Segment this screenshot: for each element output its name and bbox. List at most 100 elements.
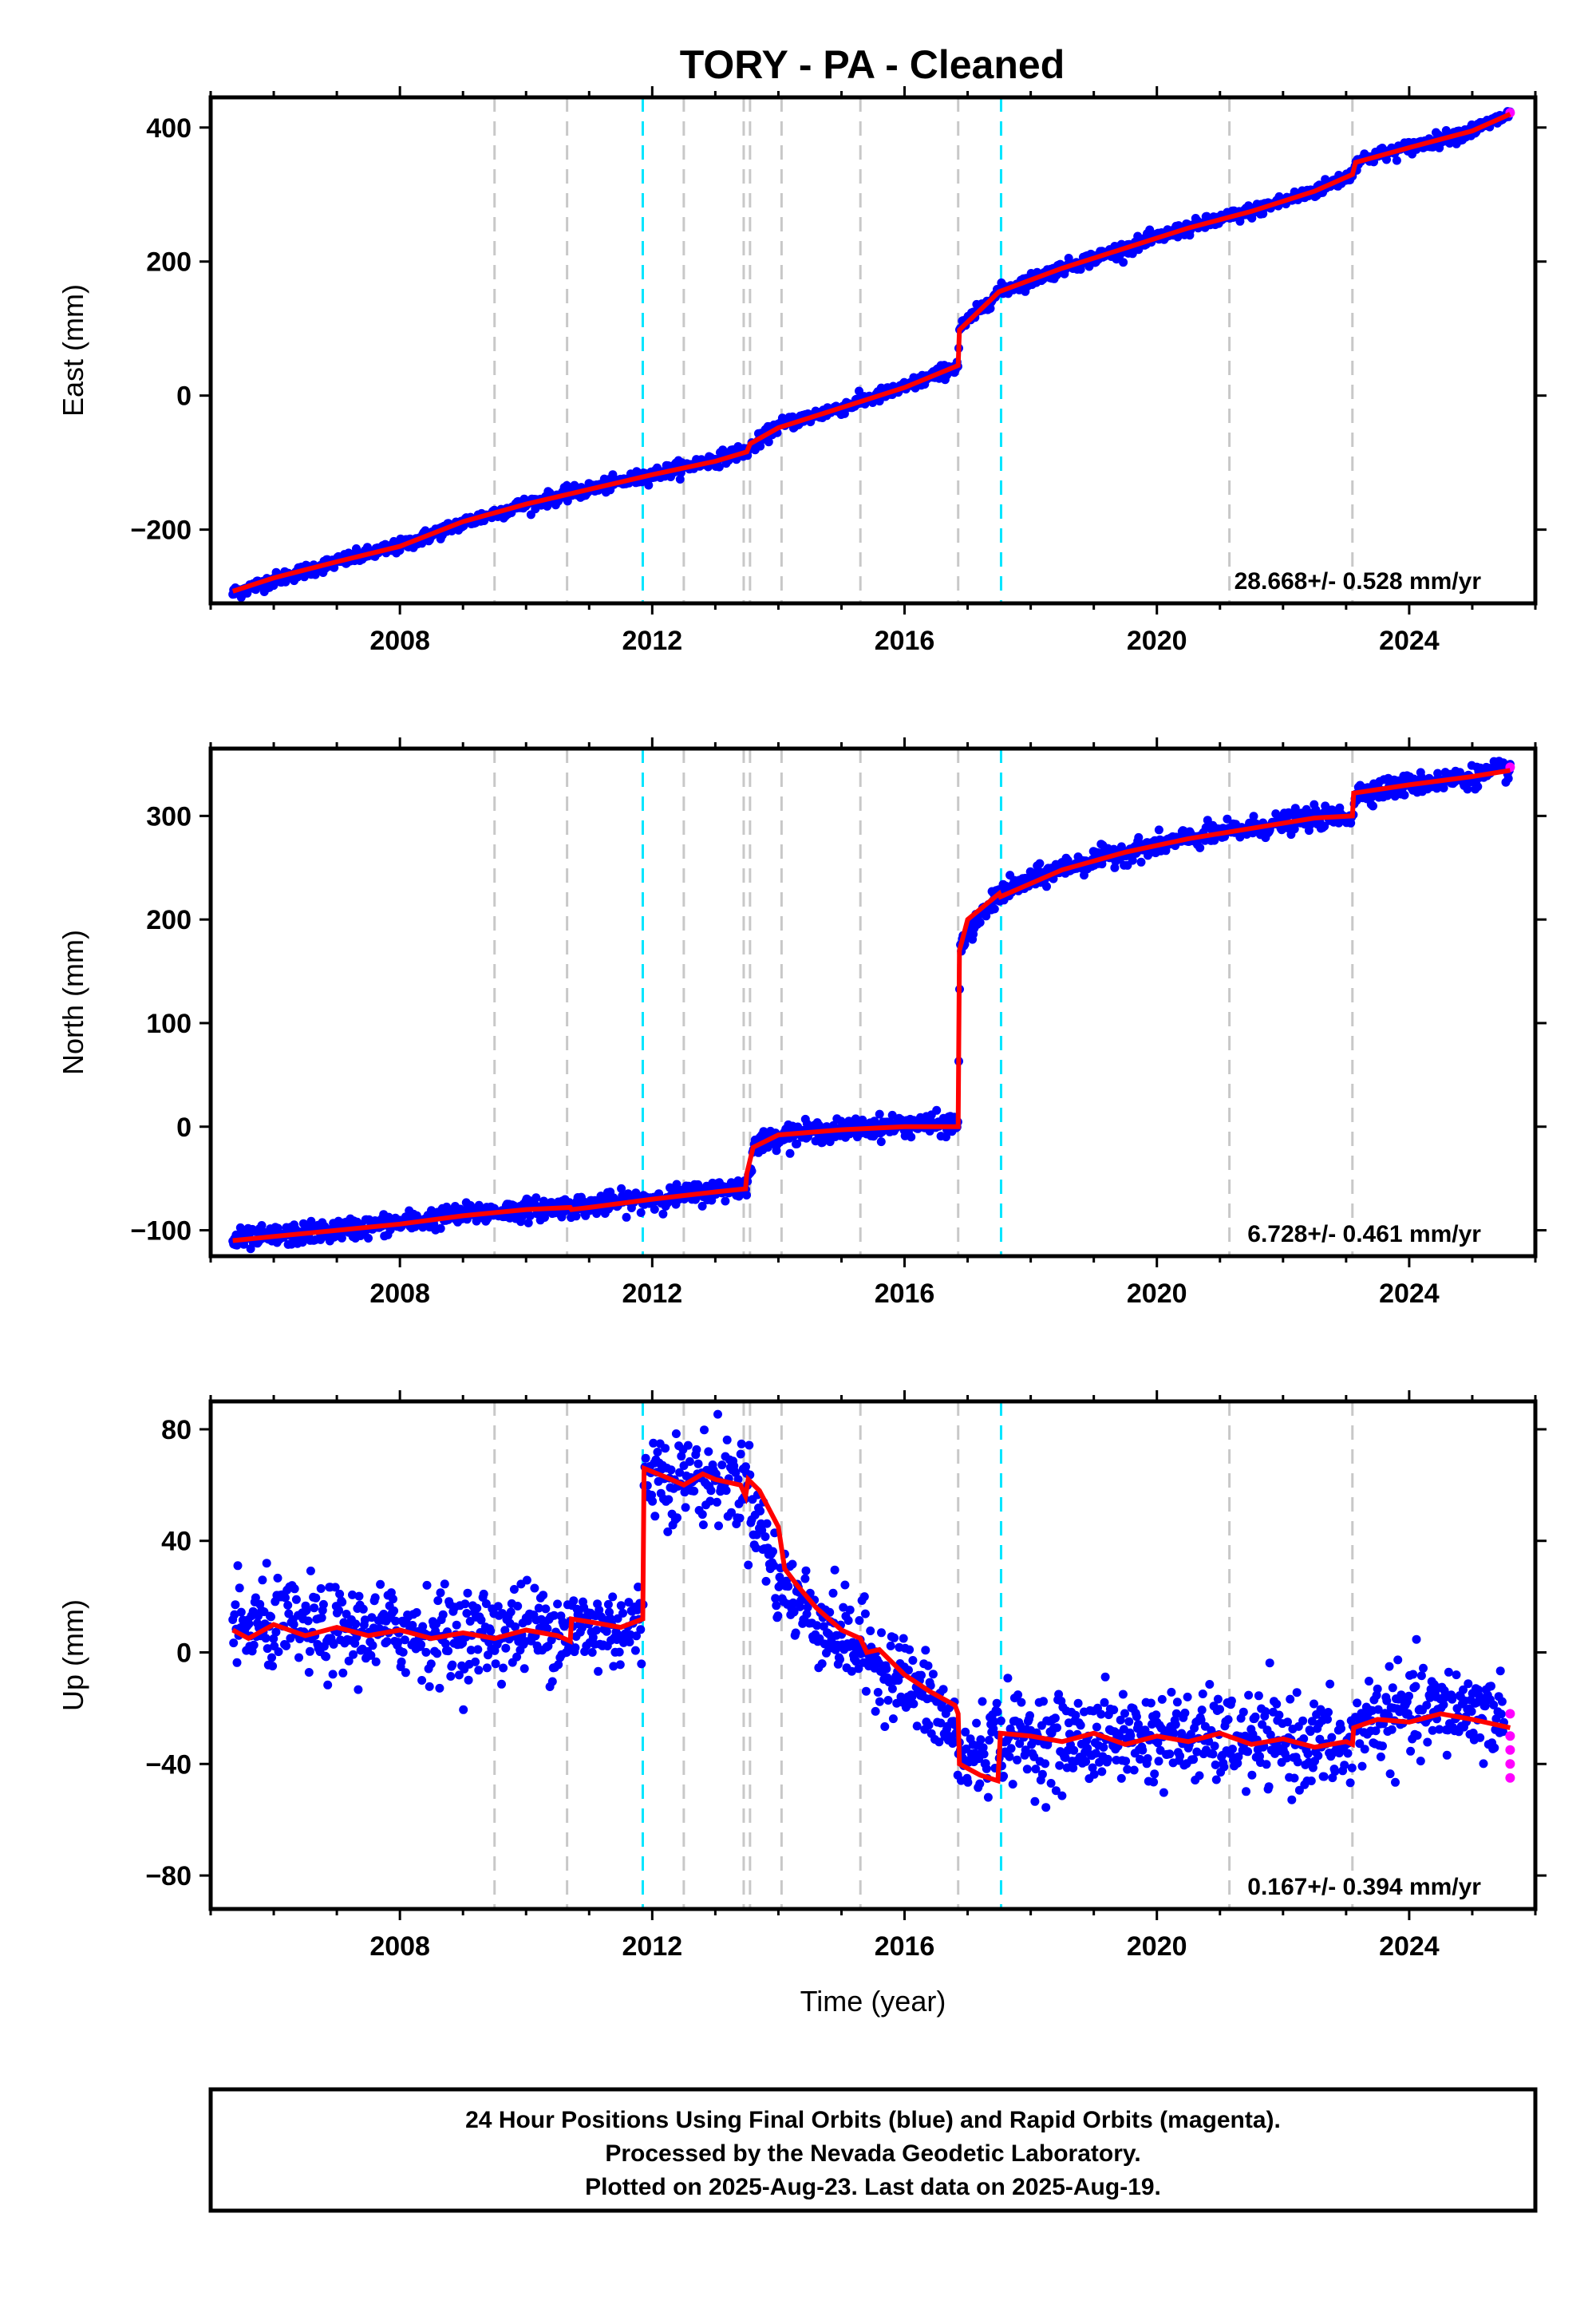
data-point (1055, 1761, 1065, 1770)
data-point (888, 1714, 898, 1724)
data-point (398, 1647, 408, 1657)
data-point (522, 1575, 531, 1585)
data-point (438, 1610, 448, 1619)
data-point (412, 1608, 421, 1617)
data-point (1092, 1722, 1101, 1732)
data-point (389, 1606, 399, 1615)
data-point (304, 1668, 314, 1677)
data-point (1119, 258, 1128, 267)
data-point (1290, 824, 1299, 834)
data-point (244, 1619, 254, 1629)
data-point (614, 1647, 624, 1657)
data-point (481, 1599, 491, 1608)
data-point (784, 1582, 793, 1591)
data-point (875, 1697, 884, 1706)
data-point (539, 1591, 548, 1600)
data-point (978, 1697, 987, 1706)
panel-frame (208, 746, 1538, 1259)
data-point (1213, 1694, 1223, 1704)
data-point (637, 1659, 646, 1669)
data-point (328, 1670, 338, 1679)
footer-line-2: Processed by the Nevada Geodetic Laborat… (605, 2140, 1140, 2167)
data-point (588, 1633, 598, 1642)
data-point (1198, 1690, 1207, 1698)
data-point (258, 1575, 267, 1585)
data-point (1283, 1717, 1292, 1727)
data-point (1150, 1769, 1159, 1779)
data-point (1448, 1694, 1457, 1704)
data-point (721, 1196, 730, 1206)
data-point (1128, 856, 1137, 865)
rapid-orbit-point (1505, 1709, 1515, 1719)
data-point (880, 1722, 890, 1731)
data-point (1096, 1709, 1106, 1719)
data-point (251, 1593, 260, 1603)
data-point (1061, 1753, 1070, 1762)
data-point (348, 1590, 357, 1599)
data-point (797, 1595, 807, 1604)
data-point (644, 480, 654, 490)
data-point (1293, 1757, 1302, 1767)
data-point (908, 1656, 918, 1665)
data-point (714, 1521, 723, 1531)
data-point (232, 1658, 242, 1667)
data-point (389, 1595, 397, 1604)
data-point (354, 1591, 364, 1601)
data-point (975, 918, 985, 927)
data-point (310, 1603, 319, 1613)
data-point (663, 1527, 673, 1536)
data-point (351, 1619, 361, 1629)
data-point (367, 1613, 377, 1622)
data-point (1046, 1779, 1056, 1788)
data-point (762, 1519, 772, 1528)
final-orbit-points (228, 107, 1515, 603)
data-point (1100, 1672, 1110, 1682)
data-point (773, 1611, 783, 1621)
data-point (866, 1626, 875, 1635)
rapid-orbit-point (1505, 1773, 1515, 1783)
data-point (543, 1624, 552, 1634)
data-point (622, 1212, 631, 1222)
data-point (269, 1634, 279, 1643)
data-point (342, 1610, 351, 1618)
data-point (921, 1646, 930, 1655)
data-point (1215, 1705, 1224, 1714)
footer-line-1: 24 Hour Positions Using Final Orbits (bl… (465, 2107, 1281, 2133)
data-point (603, 1599, 613, 1609)
data-point (1411, 1682, 1420, 1691)
data-point (493, 1602, 503, 1611)
data-point (271, 1627, 281, 1637)
x-tick-label: 2012 (622, 1931, 683, 1962)
data-point (666, 1465, 676, 1475)
data-point (681, 1503, 690, 1512)
data-point (658, 1209, 668, 1219)
data-point (1319, 1772, 1329, 1781)
data-point (788, 1598, 798, 1607)
data-point (1025, 1711, 1034, 1721)
data-point (789, 1607, 799, 1617)
data-point (632, 1631, 641, 1641)
data-point (460, 1599, 470, 1609)
data-point (990, 904, 999, 914)
data-point (697, 1201, 707, 1211)
data-point (1172, 1697, 1182, 1707)
data-point (1385, 1769, 1395, 1779)
data-point (1022, 1765, 1032, 1774)
data-point (641, 1453, 650, 1463)
data-point (261, 1634, 271, 1643)
data-point (1154, 825, 1163, 835)
data-point (617, 1184, 626, 1193)
data-point (417, 1640, 426, 1650)
data-point (1282, 1753, 1291, 1763)
data-point (267, 1653, 276, 1662)
data-point (990, 1717, 999, 1726)
data-point (1345, 1778, 1355, 1788)
data-point (236, 1607, 246, 1617)
data-point (401, 1668, 410, 1678)
y-tick-label: −200 (130, 516, 192, 546)
data-point (1050, 1713, 1060, 1723)
data-point (887, 1684, 897, 1694)
data-point (733, 1475, 743, 1484)
data-point (706, 1486, 716, 1496)
data-point (1089, 1769, 1099, 1779)
